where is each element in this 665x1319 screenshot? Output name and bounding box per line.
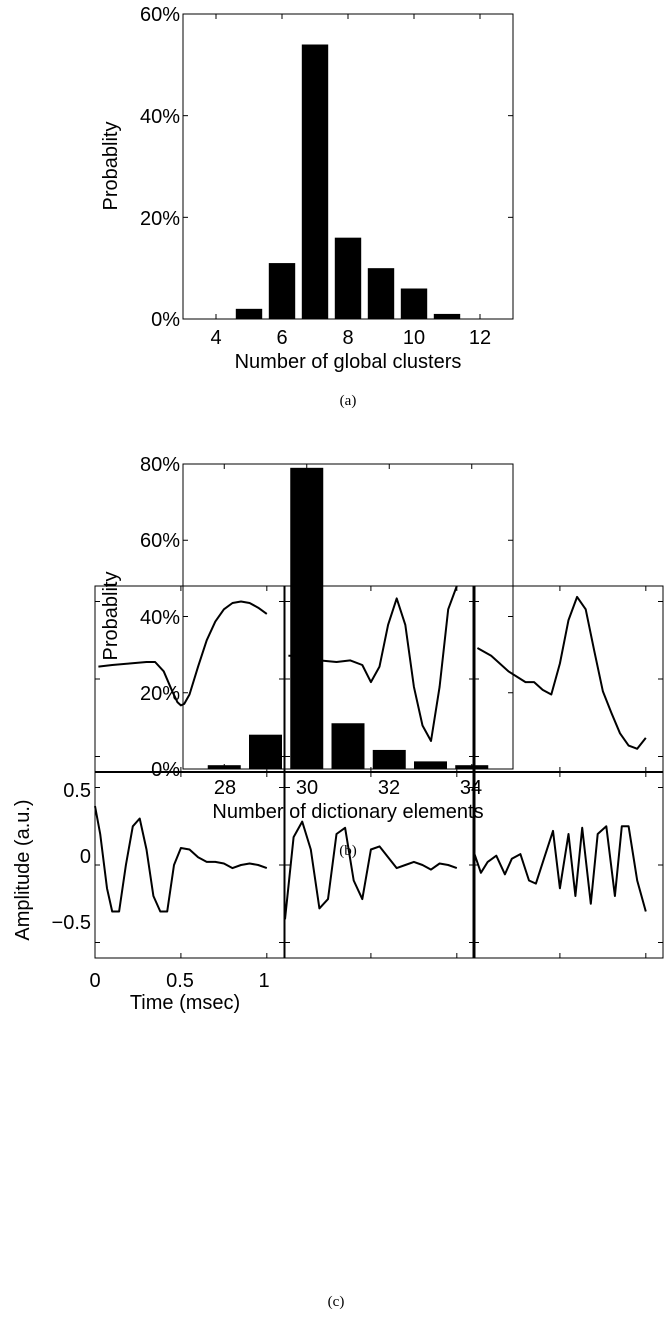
chart-c-xtick-1: 0.5: [166, 970, 194, 992]
chart-c-ylabel: Amplitude (a.u.): [12, 799, 34, 940]
chart-b-bar: [249, 734, 282, 769]
chart-a-ytick-1: 20%: [140, 208, 180, 230]
chart-b-ytick-3: 60%: [140, 530, 180, 552]
chart-a-ylabel: Probablity: [100, 122, 122, 211]
chart-a-bar: [433, 313, 461, 319]
chart-c-xtick-0: 0: [89, 970, 100, 992]
chart-b-ylabel: Probablity: [100, 572, 122, 661]
chart-b-ytick-4: 80%: [140, 454, 180, 476]
chart-b-xtick-1: 30: [296, 777, 318, 799]
chart-c-ytick-2: −0.5: [52, 912, 91, 934]
chart-a-ticks: [183, 13, 513, 320]
chart-b-bar: [290, 467, 324, 769]
chart-b-ytick-2: 40%: [140, 607, 180, 629]
chart-b-xtick-2: 32: [378, 777, 400, 799]
chart-b-ytick-0: 0%: [151, 759, 180, 781]
chart-a-bars: [235, 44, 461, 319]
chart-b-bar: [331, 723, 365, 769]
chart-a-xtick-4: 12: [469, 327, 491, 349]
chart-b-ticks: [183, 463, 513, 770]
chart-b-bar: [372, 749, 406, 769]
chart-a-xlabel: Number of global clusters: [235, 351, 462, 373]
chart-b: 0% 20% 40% 60% 80% 28 30 32 34 Number of…: [100, 454, 514, 859]
waveform-line: [288, 585, 458, 742]
waveform-line: [284, 820, 458, 920]
chart-a-bar: [367, 268, 395, 319]
chart-a-bar: [235, 308, 263, 319]
chart-a-ytick-2: 40%: [140, 106, 180, 128]
chart-b-xlabel: Number of dictionary elements: [212, 801, 483, 823]
chart-a-bar: [268, 263, 296, 319]
chart-a-xtick-2: 8: [342, 327, 353, 349]
chart-c-ytick-0: 0.5: [63, 780, 91, 802]
chart-a-bar: [400, 288, 428, 319]
waveform-line: [476, 595, 647, 750]
subplot-frame: [473, 585, 664, 773]
waveform-line: [94, 805, 268, 913]
chart-a-xtick-3: 10: [403, 327, 425, 349]
chart-c-xtick-2: 1: [258, 970, 269, 992]
chart-c-xlabel: Time (msec): [130, 992, 240, 1014]
chart-c-subplots: [94, 585, 664, 959]
chart-a: 0% 20% 40% 60% 4 6 8 10 12 Number of glo…: [100, 4, 514, 409]
waveform-line: [98, 600, 268, 707]
chart-a-ytick-3: 60%: [140, 4, 180, 26]
chart-a-bar: [334, 237, 362, 319]
chart-b-bar: [414, 761, 447, 769]
chart-b-bars: [207, 467, 489, 769]
chart-a-caption: (a): [340, 393, 357, 409]
chart-c-ytick-1: 0: [80, 846, 91, 868]
chart-a-xtick-1: 6: [276, 327, 287, 349]
chart-c: 0.5 0 −0.5 0 0.5 1 Time (msec) Amplitude…: [12, 585, 664, 1310]
chart-a-bar: [301, 44, 329, 319]
chart-c-caption: (c): [328, 1294, 345, 1310]
chart-b-xtick-0: 28: [214, 777, 236, 799]
chart-a-xtick-0: 4: [210, 327, 221, 349]
chart-a-ytick-0: 0%: [151, 309, 180, 331]
waveform-line: [473, 825, 647, 912]
